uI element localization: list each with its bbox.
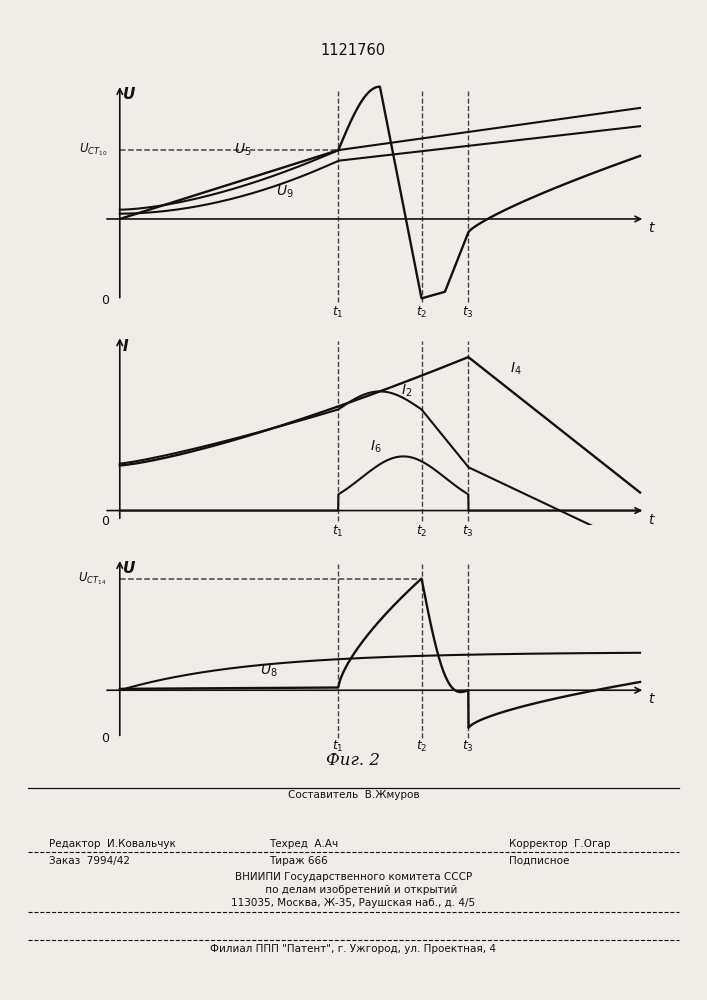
- Text: 0: 0: [101, 732, 109, 745]
- Text: $t_3$: $t_3$: [462, 524, 474, 539]
- Text: $U_9$: $U_9$: [276, 183, 293, 200]
- Text: $U_8$: $U_8$: [260, 663, 278, 679]
- Text: I: I: [122, 339, 128, 354]
- Text: t: t: [648, 692, 653, 706]
- Text: $t_2$: $t_2$: [416, 524, 427, 539]
- Text: Составитель  В.Жмуров: Составитель В.Жмуров: [288, 790, 419, 800]
- Text: $U_{CT_{10}}$: $U_{CT_{10}}$: [78, 142, 107, 158]
- Text: Заказ  7994/42: Заказ 7994/42: [49, 856, 131, 866]
- Text: $t_2$: $t_2$: [416, 305, 427, 320]
- Text: $I_4$: $I_4$: [510, 361, 522, 377]
- Text: Фиг. 2: Фиг. 2: [327, 752, 380, 769]
- Text: Тираж 666: Тираж 666: [269, 856, 327, 866]
- Text: $t_1$: $t_1$: [332, 739, 344, 754]
- Text: $t_1$: $t_1$: [332, 524, 344, 539]
- Text: $I_2$: $I_2$: [401, 382, 412, 399]
- Text: $t_3$: $t_3$: [462, 739, 474, 754]
- Text: 113035, Москва, Ж-35, Раушская наб., д. 4/5: 113035, Москва, Ж-35, Раушская наб., д. …: [231, 898, 476, 908]
- Text: $U_{CT_{14}}$: $U_{CT_{14}}$: [78, 570, 107, 587]
- Text: ВНИИПИ Государственного комитета СССР: ВНИИПИ Государственного комитета СССР: [235, 872, 472, 882]
- Text: по делам изобретений и открытий: по делам изобретений и открытий: [250, 885, 457, 895]
- Text: Подписное: Подписное: [509, 856, 569, 866]
- Text: 0: 0: [101, 515, 109, 528]
- Text: Техред  А.Ач: Техред А.Ач: [269, 839, 338, 849]
- Text: U: U: [122, 561, 135, 576]
- Text: $U_5$: $U_5$: [234, 142, 252, 158]
- Text: $I_6$: $I_6$: [370, 438, 381, 455]
- Text: t: t: [648, 221, 653, 235]
- Text: 0: 0: [101, 294, 109, 307]
- Text: Корректор  Г.Огар: Корректор Г.Огар: [509, 839, 611, 849]
- Text: Филиал ППП "Патент", г. Ужгород, ул. Проектная, 4: Филиал ППП "Патент", г. Ужгород, ул. Про…: [211, 944, 496, 954]
- Text: $t_3$: $t_3$: [462, 305, 474, 320]
- Text: $t_1$: $t_1$: [332, 305, 344, 320]
- Text: t: t: [648, 513, 653, 527]
- Text: Редактор  И.Ковальчук: Редактор И.Ковальчук: [49, 839, 176, 849]
- Text: $t_2$: $t_2$: [416, 739, 427, 754]
- Text: 1121760: 1121760: [321, 43, 386, 58]
- Text: U: U: [122, 87, 135, 102]
